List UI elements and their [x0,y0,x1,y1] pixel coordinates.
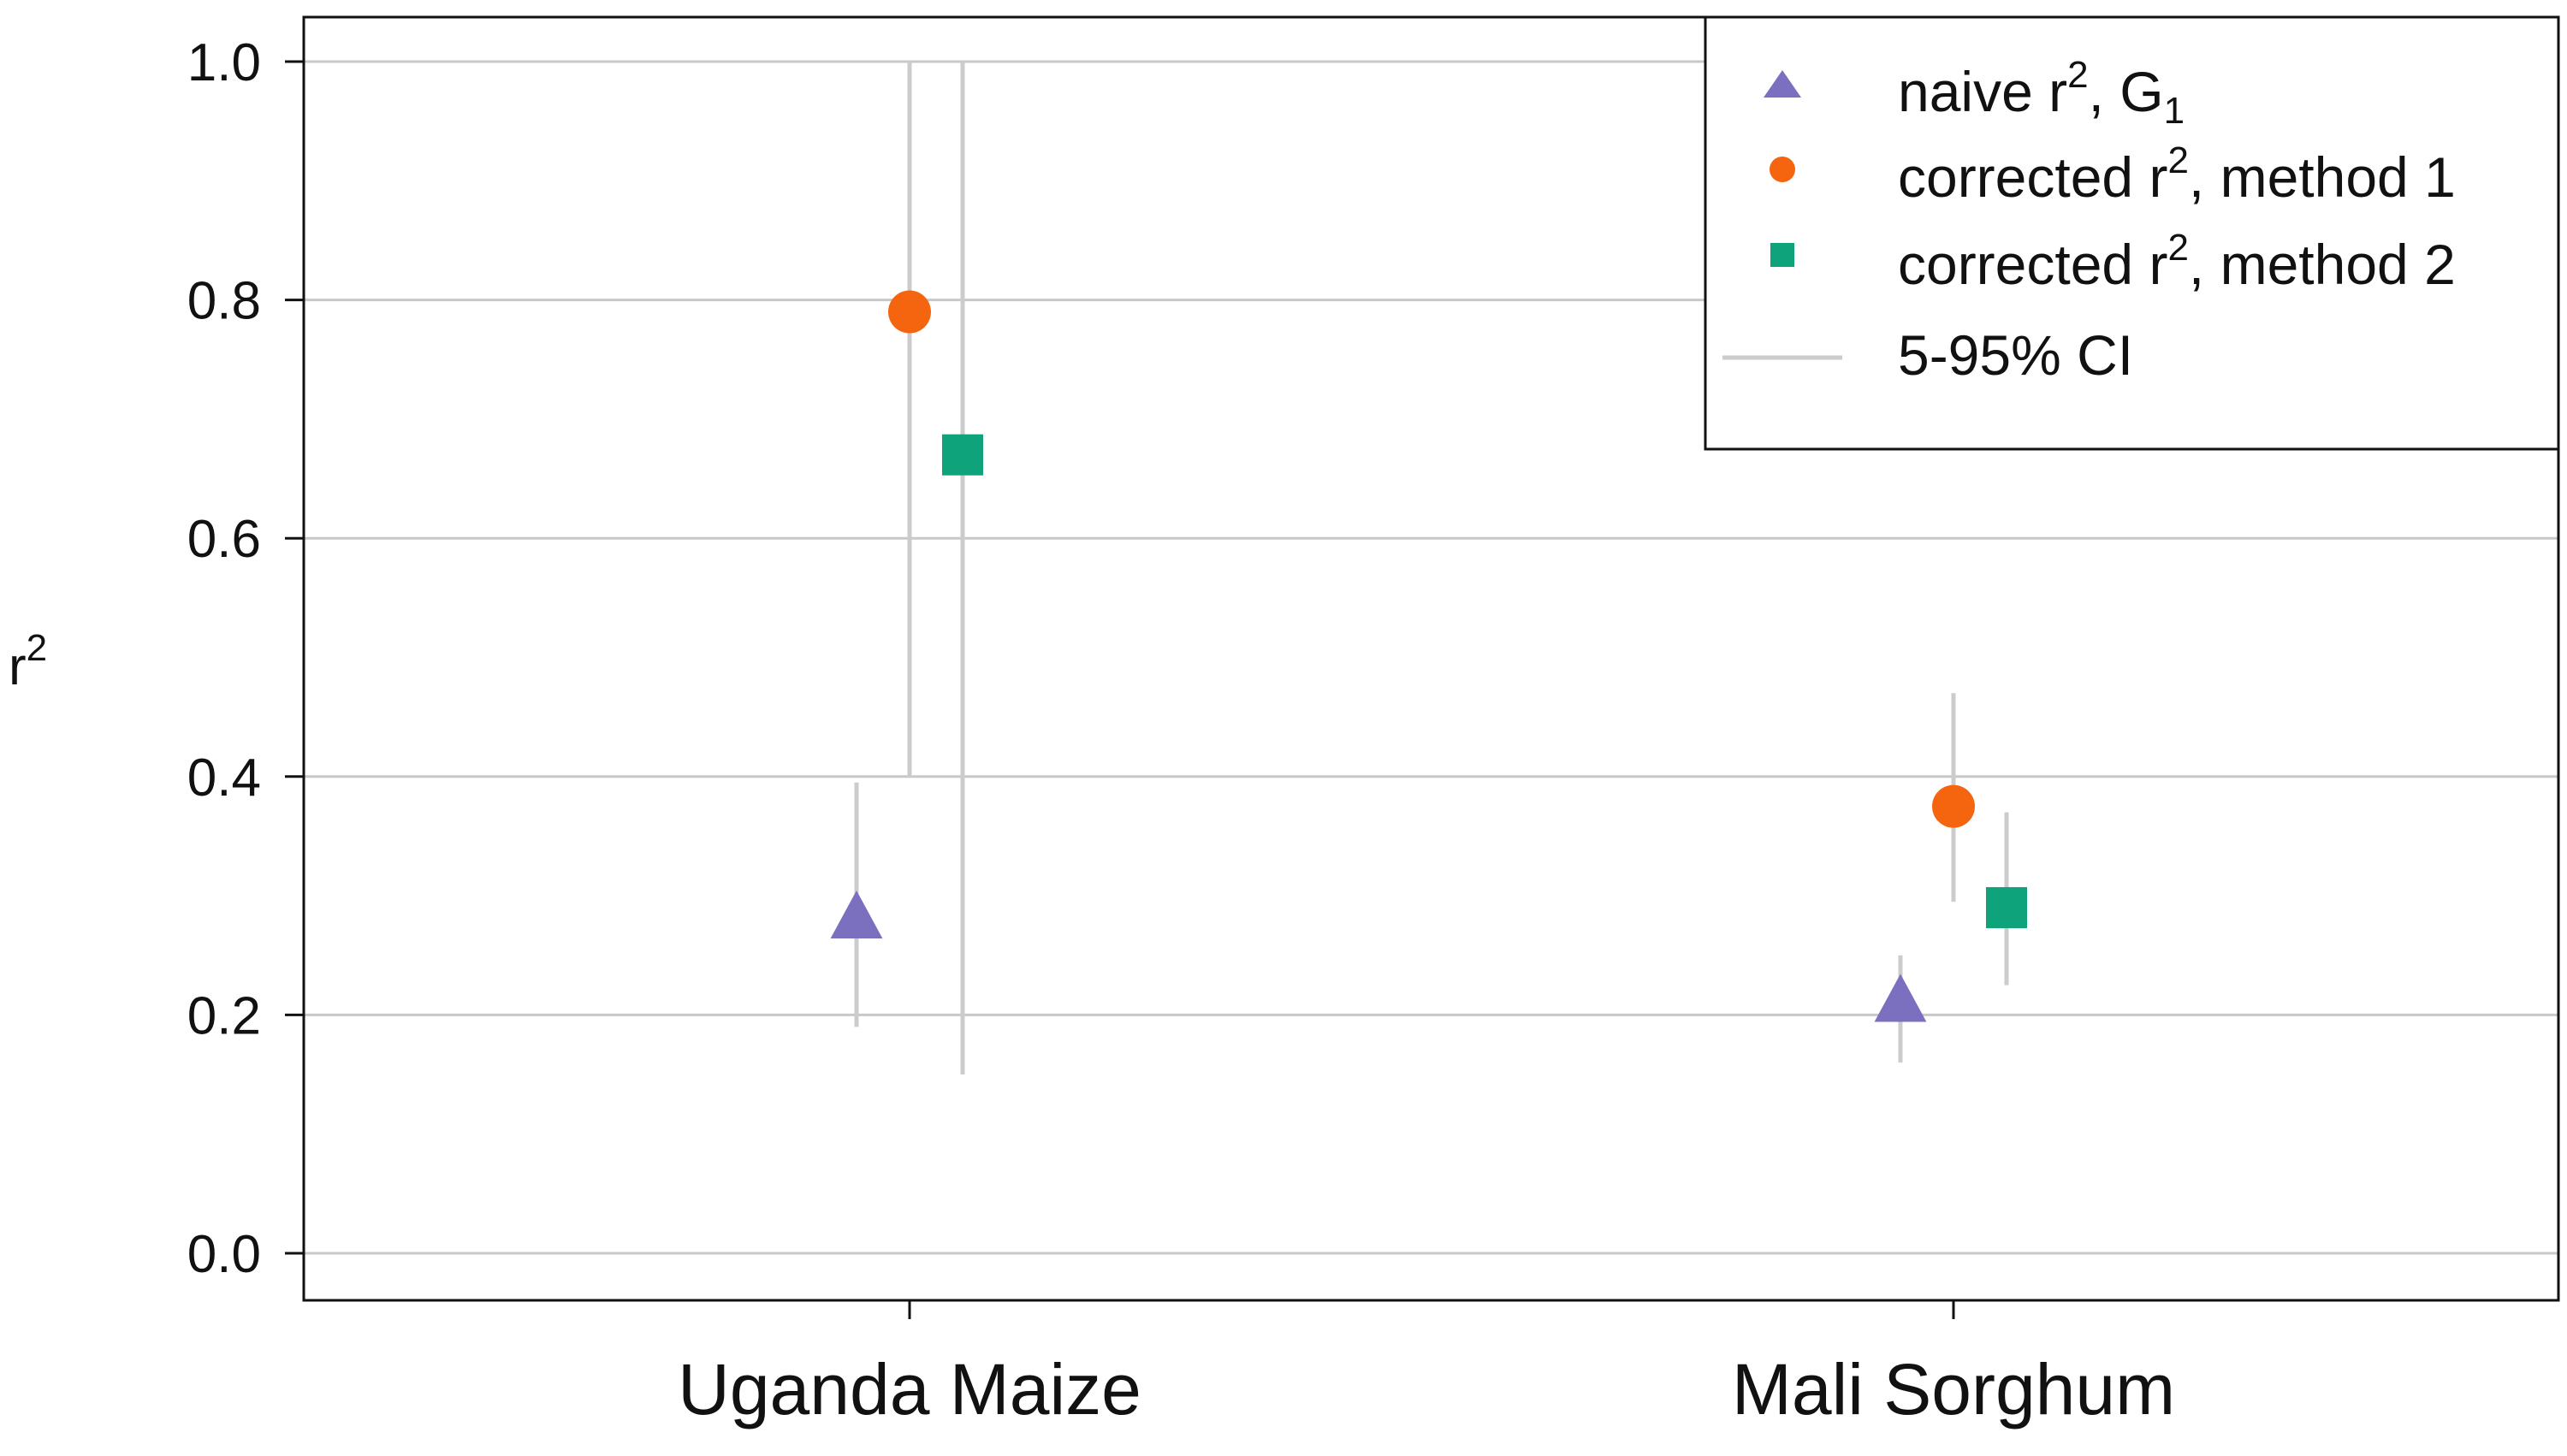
legend-label-ci: 5-95% CI [1898,323,2133,387]
y-axis-title: r2 [9,627,47,696]
x-category-label-1: Mali Sorghum [1732,1349,2175,1429]
point-corrected-r2-method-1-mali-sorghum [1932,784,1975,828]
legend-box [1704,15,2560,451]
point-naive-r2-g1-mali-sorghum [1874,974,1927,1022]
legend-label-1: corrected r2, method 1 [1898,139,2456,209]
legend-label-0: naive r2, G1 [1898,54,2185,132]
plot-frame [302,15,2560,1302]
y-tick-label-5: 1.0 [187,33,261,92]
tick-layer: 0.0 0.2 0.4 0.6 0.8 1.0 Uganda Maize Mali Sorgh… [187,33,2175,1429]
y-tick-label-3: 0.6 [187,510,261,569]
legend-marker-1 [1770,157,1795,182]
x-category-label-0: Uganda Maize [678,1349,1141,1429]
point-naive-r2-g1-uganda-maize [830,890,883,938]
marker-layer [830,290,2027,1022]
y-tick-label-2: 0.4 [187,749,261,808]
y-tick-label-4: 0.8 [187,272,261,331]
y-tick-label-1: 0.2 [187,986,261,1045]
point-corrected-r2-method-2-uganda-maize [942,434,983,476]
y-tick-label-0: 0.0 [187,1225,261,1284]
legend-marker-2 [1770,243,1794,267]
legend-label-2: corrected r2, method 2 [1898,227,2456,296]
point-corrected-r2-method-2-mali-sorghum [1986,887,2027,929]
point-corrected-r2-method-1-uganda-maize [888,290,931,334]
grid-layer [304,60,2558,1255]
legend-marker-0 [1764,70,1801,98]
